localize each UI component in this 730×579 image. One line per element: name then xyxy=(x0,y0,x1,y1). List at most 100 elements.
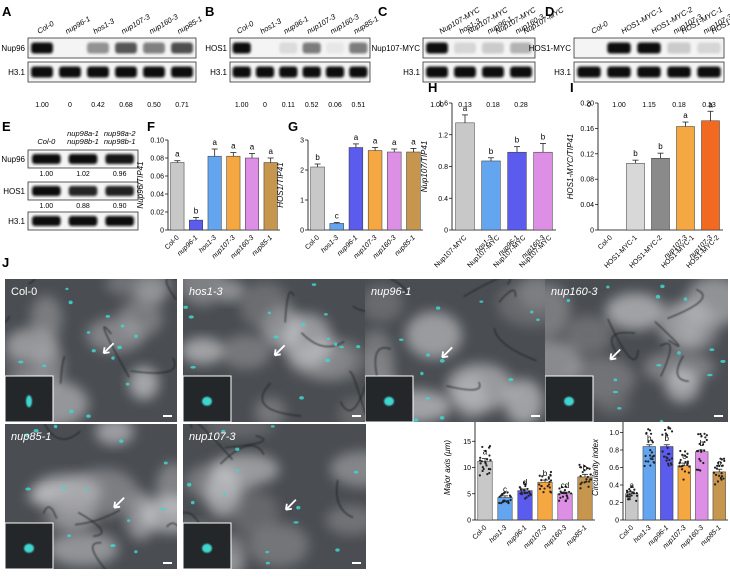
lane-label: Col-0 xyxy=(590,19,611,36)
quant-value: 0.71 xyxy=(175,102,189,109)
blot-band xyxy=(349,43,367,54)
data-point xyxy=(633,492,635,494)
data-point xyxy=(681,465,683,467)
nucleus xyxy=(440,416,445,420)
data-point xyxy=(542,491,544,493)
y-axis-label: Nup107/TIP41 xyxy=(420,141,429,193)
bar xyxy=(702,121,720,230)
data-point xyxy=(703,433,705,435)
lane-label: hos1-3 xyxy=(259,16,284,36)
blot-band xyxy=(32,216,61,226)
bar xyxy=(227,156,240,230)
nucleus xyxy=(86,414,91,418)
panel-label: A xyxy=(2,4,12,19)
blot-band xyxy=(454,43,476,54)
data-point xyxy=(643,465,645,467)
nucleus xyxy=(677,351,681,355)
panel-label: E xyxy=(2,119,11,134)
data-point xyxy=(485,462,487,464)
data-point xyxy=(706,434,708,436)
y-axis-label: Nup96/TIP41 xyxy=(136,161,145,208)
data-point xyxy=(483,468,485,470)
blot-band xyxy=(697,43,720,54)
blot-band xyxy=(87,43,109,54)
cell-texture xyxy=(69,469,138,516)
panel-label: J xyxy=(2,255,9,270)
data-point xyxy=(509,494,511,496)
y-tick-label: 0.02 xyxy=(150,210,164,217)
quant-value: 0.52 xyxy=(305,102,319,109)
micrograph-label: nup107-3 xyxy=(189,431,236,443)
y-tick-label: 0.04 xyxy=(580,202,594,209)
data-point xyxy=(547,485,549,487)
nucleus xyxy=(236,469,239,472)
significance-letter: c xyxy=(503,485,507,494)
data-point xyxy=(499,496,501,498)
y-tick-label: 0.6 xyxy=(609,465,619,472)
nucleus xyxy=(127,519,130,522)
bar xyxy=(534,152,553,230)
nucleus xyxy=(293,521,298,523)
data-point xyxy=(684,470,686,472)
blot-band xyxy=(667,43,690,54)
nucleus xyxy=(356,345,360,348)
data-point xyxy=(629,493,631,495)
y-tick-label: 0.10 xyxy=(150,138,164,145)
blot-band xyxy=(233,67,251,78)
nucleus xyxy=(160,508,165,510)
blot-band xyxy=(32,154,61,164)
data-point xyxy=(587,486,589,488)
bar xyxy=(652,158,670,230)
blot-strip xyxy=(230,62,370,82)
significance-letter: b xyxy=(700,439,705,448)
data-point xyxy=(578,464,580,466)
data-point xyxy=(545,479,547,481)
blot-band xyxy=(482,43,504,54)
significance-letter: b xyxy=(541,132,546,141)
nucleus xyxy=(709,348,714,351)
data-point xyxy=(635,500,637,502)
nucleus xyxy=(134,335,138,338)
nucleus xyxy=(335,548,340,551)
nucleus xyxy=(54,425,58,429)
nucleus xyxy=(613,391,618,393)
cell-texture xyxy=(283,314,332,368)
data-point xyxy=(723,460,725,462)
panel-label: H xyxy=(428,80,437,95)
nucleus xyxy=(187,483,191,487)
data-point xyxy=(627,498,629,500)
quant-value: 0.50 xyxy=(147,102,161,109)
data-point xyxy=(679,450,681,452)
quant-value: 0.11 xyxy=(282,102,295,109)
bar xyxy=(171,163,184,231)
nucleus xyxy=(271,425,275,427)
quant-value: 0 xyxy=(68,102,72,109)
cell-texture xyxy=(596,392,630,415)
data-point xyxy=(698,458,700,460)
data-point xyxy=(528,495,530,497)
blot-band xyxy=(607,67,630,78)
nucleus xyxy=(420,372,423,375)
blot-row-label: Nup96 xyxy=(1,155,25,164)
bar xyxy=(508,152,527,230)
bar xyxy=(695,452,708,520)
y-tick-label: 0.4 xyxy=(609,483,619,490)
bar xyxy=(368,151,382,231)
bar xyxy=(678,466,691,520)
lane-label: nup98b-1 xyxy=(67,137,99,146)
data-point xyxy=(521,491,523,493)
bar xyxy=(208,156,221,230)
data-point xyxy=(682,478,684,480)
significance-letter: a xyxy=(463,104,468,113)
data-point xyxy=(587,476,589,478)
micrograph-tile: nup160-3 xyxy=(513,276,730,423)
data-point xyxy=(540,479,542,481)
data-point xyxy=(706,439,708,441)
bar xyxy=(245,158,258,230)
data-point xyxy=(720,472,722,474)
micrograph-tile: Col-0 xyxy=(0,264,178,426)
blot-band xyxy=(105,186,134,196)
bar xyxy=(330,223,344,230)
data-point xyxy=(696,450,698,452)
